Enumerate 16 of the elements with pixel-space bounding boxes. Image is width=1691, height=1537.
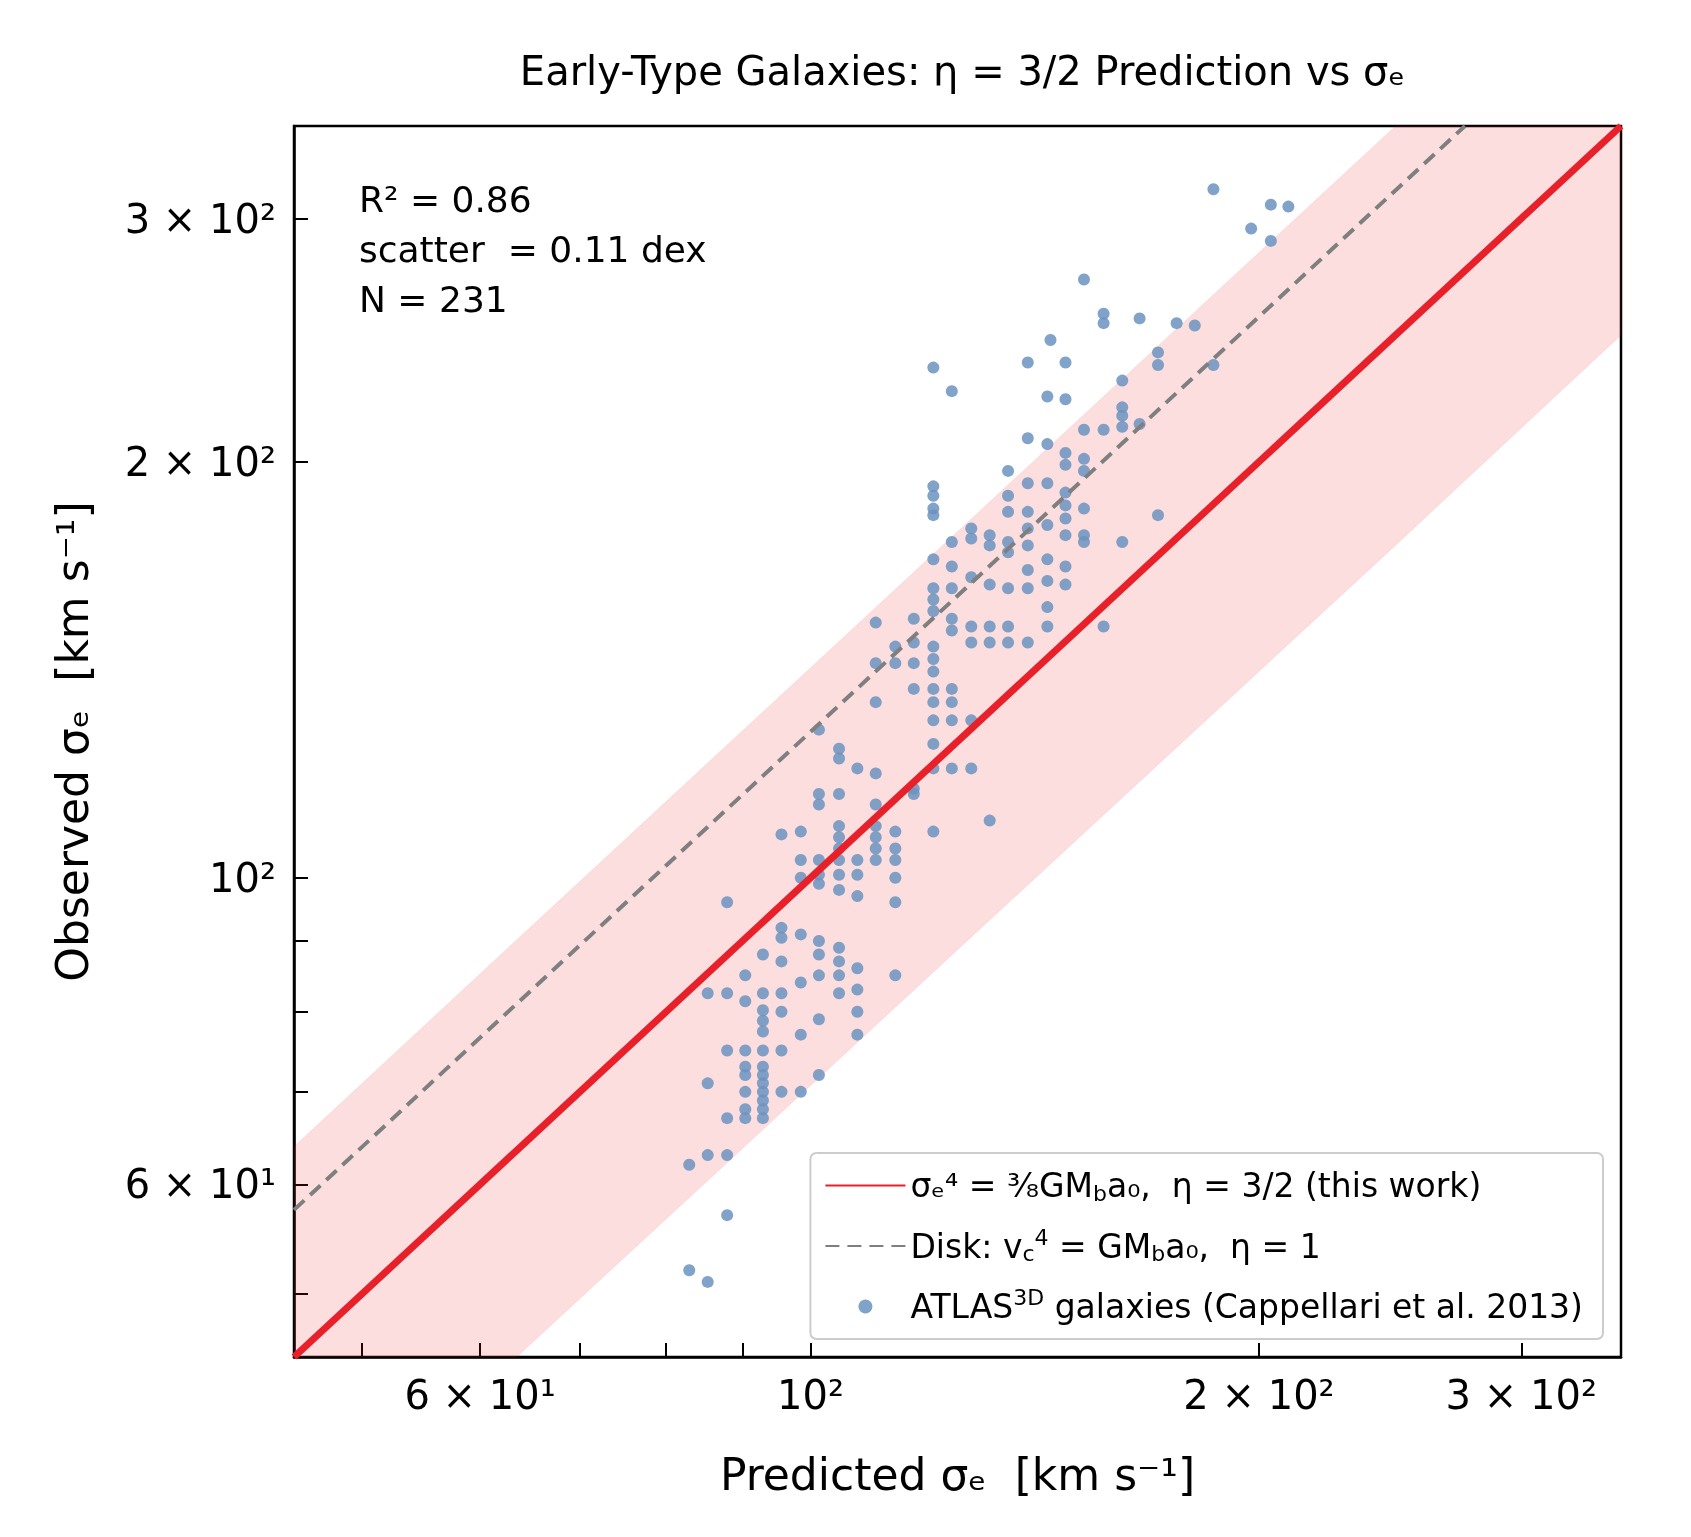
legend-label: Disk: vc4 = GMba₀, η = 1 <box>910 1224 1321 1266</box>
x-axis-title: Predicted σₑ [km s⁻¹] <box>719 1448 1196 1500</box>
x-tick-label: 2 × 10² <box>1183 1372 1335 1418</box>
annotation: scatter = 0.11 dex <box>359 228 707 270</box>
annotation: N = 231 <box>359 278 508 320</box>
x-tick-label: 10² <box>777 1372 845 1418</box>
y-tick-label: 10² <box>209 854 276 901</box>
x-tick-label: 6 × 10¹ <box>404 1372 556 1418</box>
annotation: R² = 0.86 <box>359 178 532 220</box>
y-tick-label: 6 × 10¹ <box>124 1161 276 1208</box>
legend-label: σₑ⁴ = ³⁄₈GMba₀, η = 3/2 (this work) <box>910 1166 1482 1206</box>
chart-title: Early-Type Galaxies: η = 3/2 Prediction vs σₑ <box>519 48 1406 94</box>
x-tick-label: 3 × 10² <box>1445 1372 1597 1418</box>
y-tick-label: 3 × 10² <box>124 195 276 242</box>
y-axis-title: Observed σₑ [km s⁻¹] <box>46 501 98 982</box>
y-tick-label: 2 × 10² <box>124 438 276 485</box>
